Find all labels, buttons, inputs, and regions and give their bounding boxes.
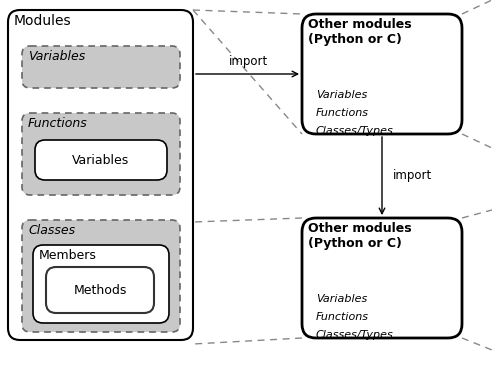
Text: Variables: Variables <box>316 90 367 100</box>
Text: Variables: Variables <box>316 294 367 304</box>
Text: Functions: Functions <box>28 117 88 130</box>
FancyBboxPatch shape <box>22 113 180 195</box>
Text: Classes/Types: Classes/Types <box>316 330 394 340</box>
Text: Modules: Modules <box>14 14 72 28</box>
Text: Classes/Types: Classes/Types <box>316 126 394 136</box>
Text: Variables: Variables <box>28 50 85 63</box>
Text: Functions: Functions <box>316 108 369 118</box>
FancyBboxPatch shape <box>302 218 462 338</box>
Text: Members: Members <box>39 249 97 262</box>
FancyBboxPatch shape <box>46 267 154 313</box>
Text: Other modules
(Python or C): Other modules (Python or C) <box>308 18 412 46</box>
Text: Classes: Classes <box>28 224 75 237</box>
Text: Functions: Functions <box>316 312 369 322</box>
Text: Other modules
(Python or C): Other modules (Python or C) <box>308 222 412 250</box>
FancyBboxPatch shape <box>8 10 193 340</box>
FancyBboxPatch shape <box>35 140 167 180</box>
Text: import: import <box>393 169 432 183</box>
FancyBboxPatch shape <box>22 220 180 332</box>
FancyBboxPatch shape <box>33 245 169 323</box>
FancyBboxPatch shape <box>22 46 180 88</box>
FancyBboxPatch shape <box>302 14 462 134</box>
Text: Variables: Variables <box>72 154 129 166</box>
Text: Methods: Methods <box>73 283 126 297</box>
Text: import: import <box>228 55 268 68</box>
